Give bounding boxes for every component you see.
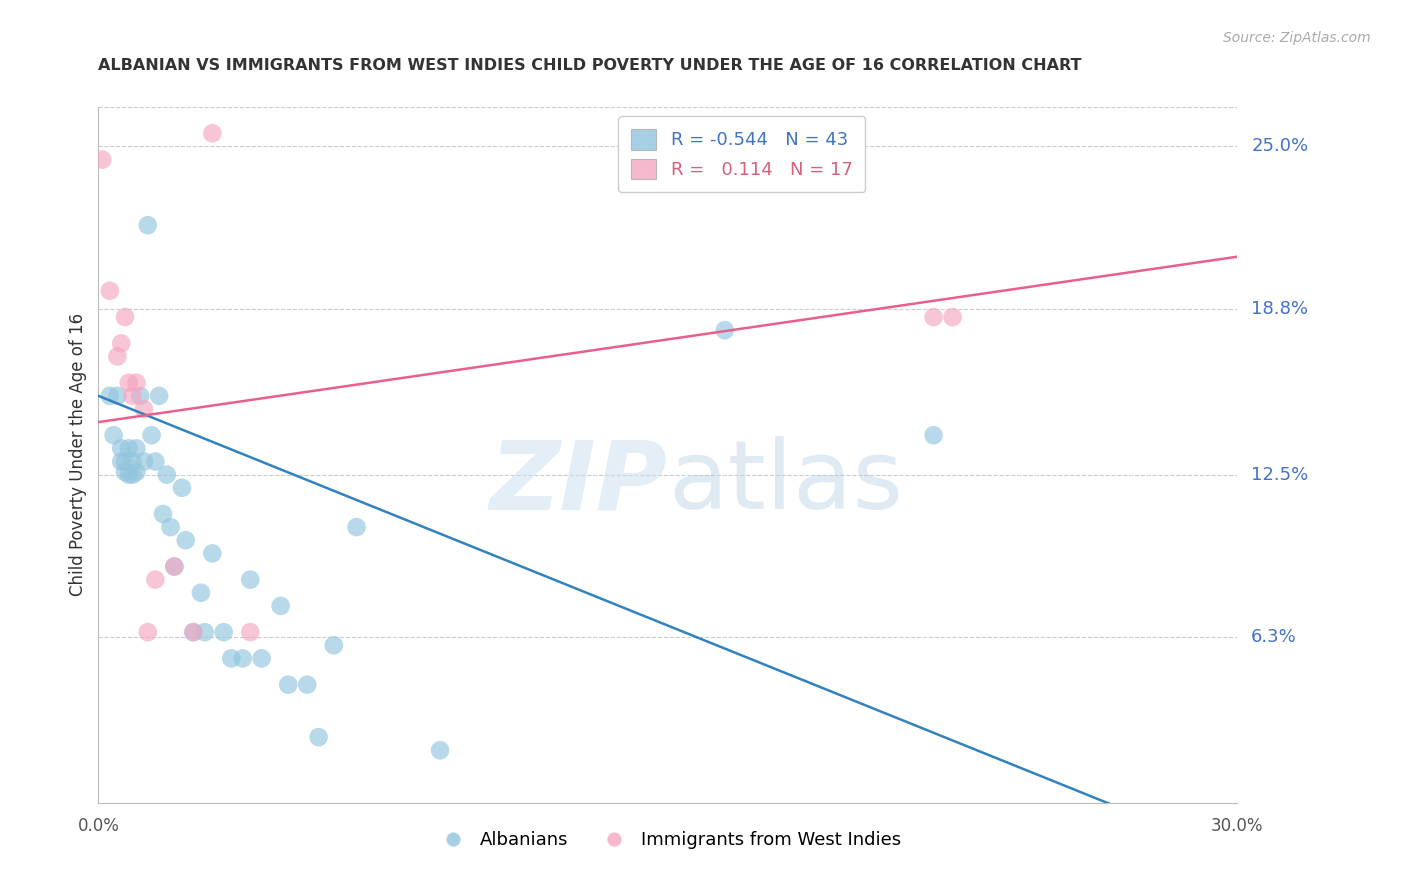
Point (239, 625, 262, 640)
Text: Source: ZipAtlas.com: Source: ZipAtlas.com (1223, 31, 1371, 45)
Point (129, 389, 152, 403)
Point (121, 389, 143, 403)
Point (232, 651, 254, 665)
Point (141, 428, 163, 442)
Point (136, 625, 159, 640)
Point (270, 599, 292, 613)
Point (145, 454, 167, 468)
Point (103, 428, 125, 442)
Point (118, 442, 141, 456)
Point (110, 336, 132, 351)
Point (91, 153, 114, 167)
Point (156, 467, 179, 482)
Point (148, 389, 170, 403)
Point (201, 126, 224, 140)
Text: 12.5%: 12.5% (1251, 466, 1309, 483)
Point (346, 520, 368, 534)
Point (322, 638, 344, 652)
Point (98, 284, 121, 298)
Text: ALBANIAN VS IMMIGRANTS FROM WEST INDIES CHILD POVERTY UNDER THE AGE OF 16 CORREL: ALBANIAN VS IMMIGRANTS FROM WEST INDIES … (98, 58, 1083, 73)
Point (121, 454, 143, 468)
Point (121, 467, 143, 482)
Point (136, 218, 159, 232)
Text: ZIP: ZIP (489, 436, 668, 529)
Point (308, 730, 330, 744)
Point (297, 678, 319, 692)
Point (125, 465, 148, 479)
Point (239, 573, 262, 587)
Text: 0.0%: 0.0% (77, 817, 120, 835)
Point (183, 625, 205, 640)
Point (159, 520, 181, 534)
Point (714, 323, 737, 337)
Point (118, 467, 141, 482)
Point (201, 546, 224, 560)
Point (110, 442, 132, 456)
Text: 30.0%: 30.0% (1211, 817, 1264, 835)
Point (118, 376, 141, 390)
Point (429, 743, 451, 757)
Point (98, 389, 121, 403)
Point (152, 507, 174, 521)
Point (942, 310, 965, 324)
Text: 6.3%: 6.3% (1251, 628, 1296, 647)
Point (132, 454, 155, 468)
Text: 25.0%: 25.0% (1251, 137, 1309, 155)
Point (221, 651, 243, 665)
Y-axis label: Child Poverty Under the Age of 16: Child Poverty Under the Age of 16 (69, 313, 87, 597)
Point (114, 465, 136, 479)
Legend: Albanians, Immigrants from West Indies: Albanians, Immigrants from West Indies (427, 824, 908, 856)
Point (125, 442, 148, 456)
Point (125, 376, 148, 390)
Point (277, 678, 299, 692)
Text: atlas: atlas (668, 436, 903, 529)
Point (922, 428, 945, 442)
Text: 18.8%: 18.8% (1251, 301, 1308, 318)
Point (163, 559, 186, 574)
Point (132, 401, 155, 416)
Point (110, 454, 132, 468)
Point (107, 389, 129, 403)
Point (190, 586, 212, 600)
Point (922, 310, 945, 324)
Point (194, 625, 217, 640)
Point (114, 310, 136, 324)
Point (107, 350, 129, 364)
Point (250, 651, 273, 665)
Point (114, 454, 136, 468)
Point (145, 573, 167, 587)
Point (163, 559, 186, 574)
Point (183, 625, 205, 640)
Point (170, 481, 193, 495)
Point (174, 533, 197, 548)
Point (212, 625, 235, 640)
